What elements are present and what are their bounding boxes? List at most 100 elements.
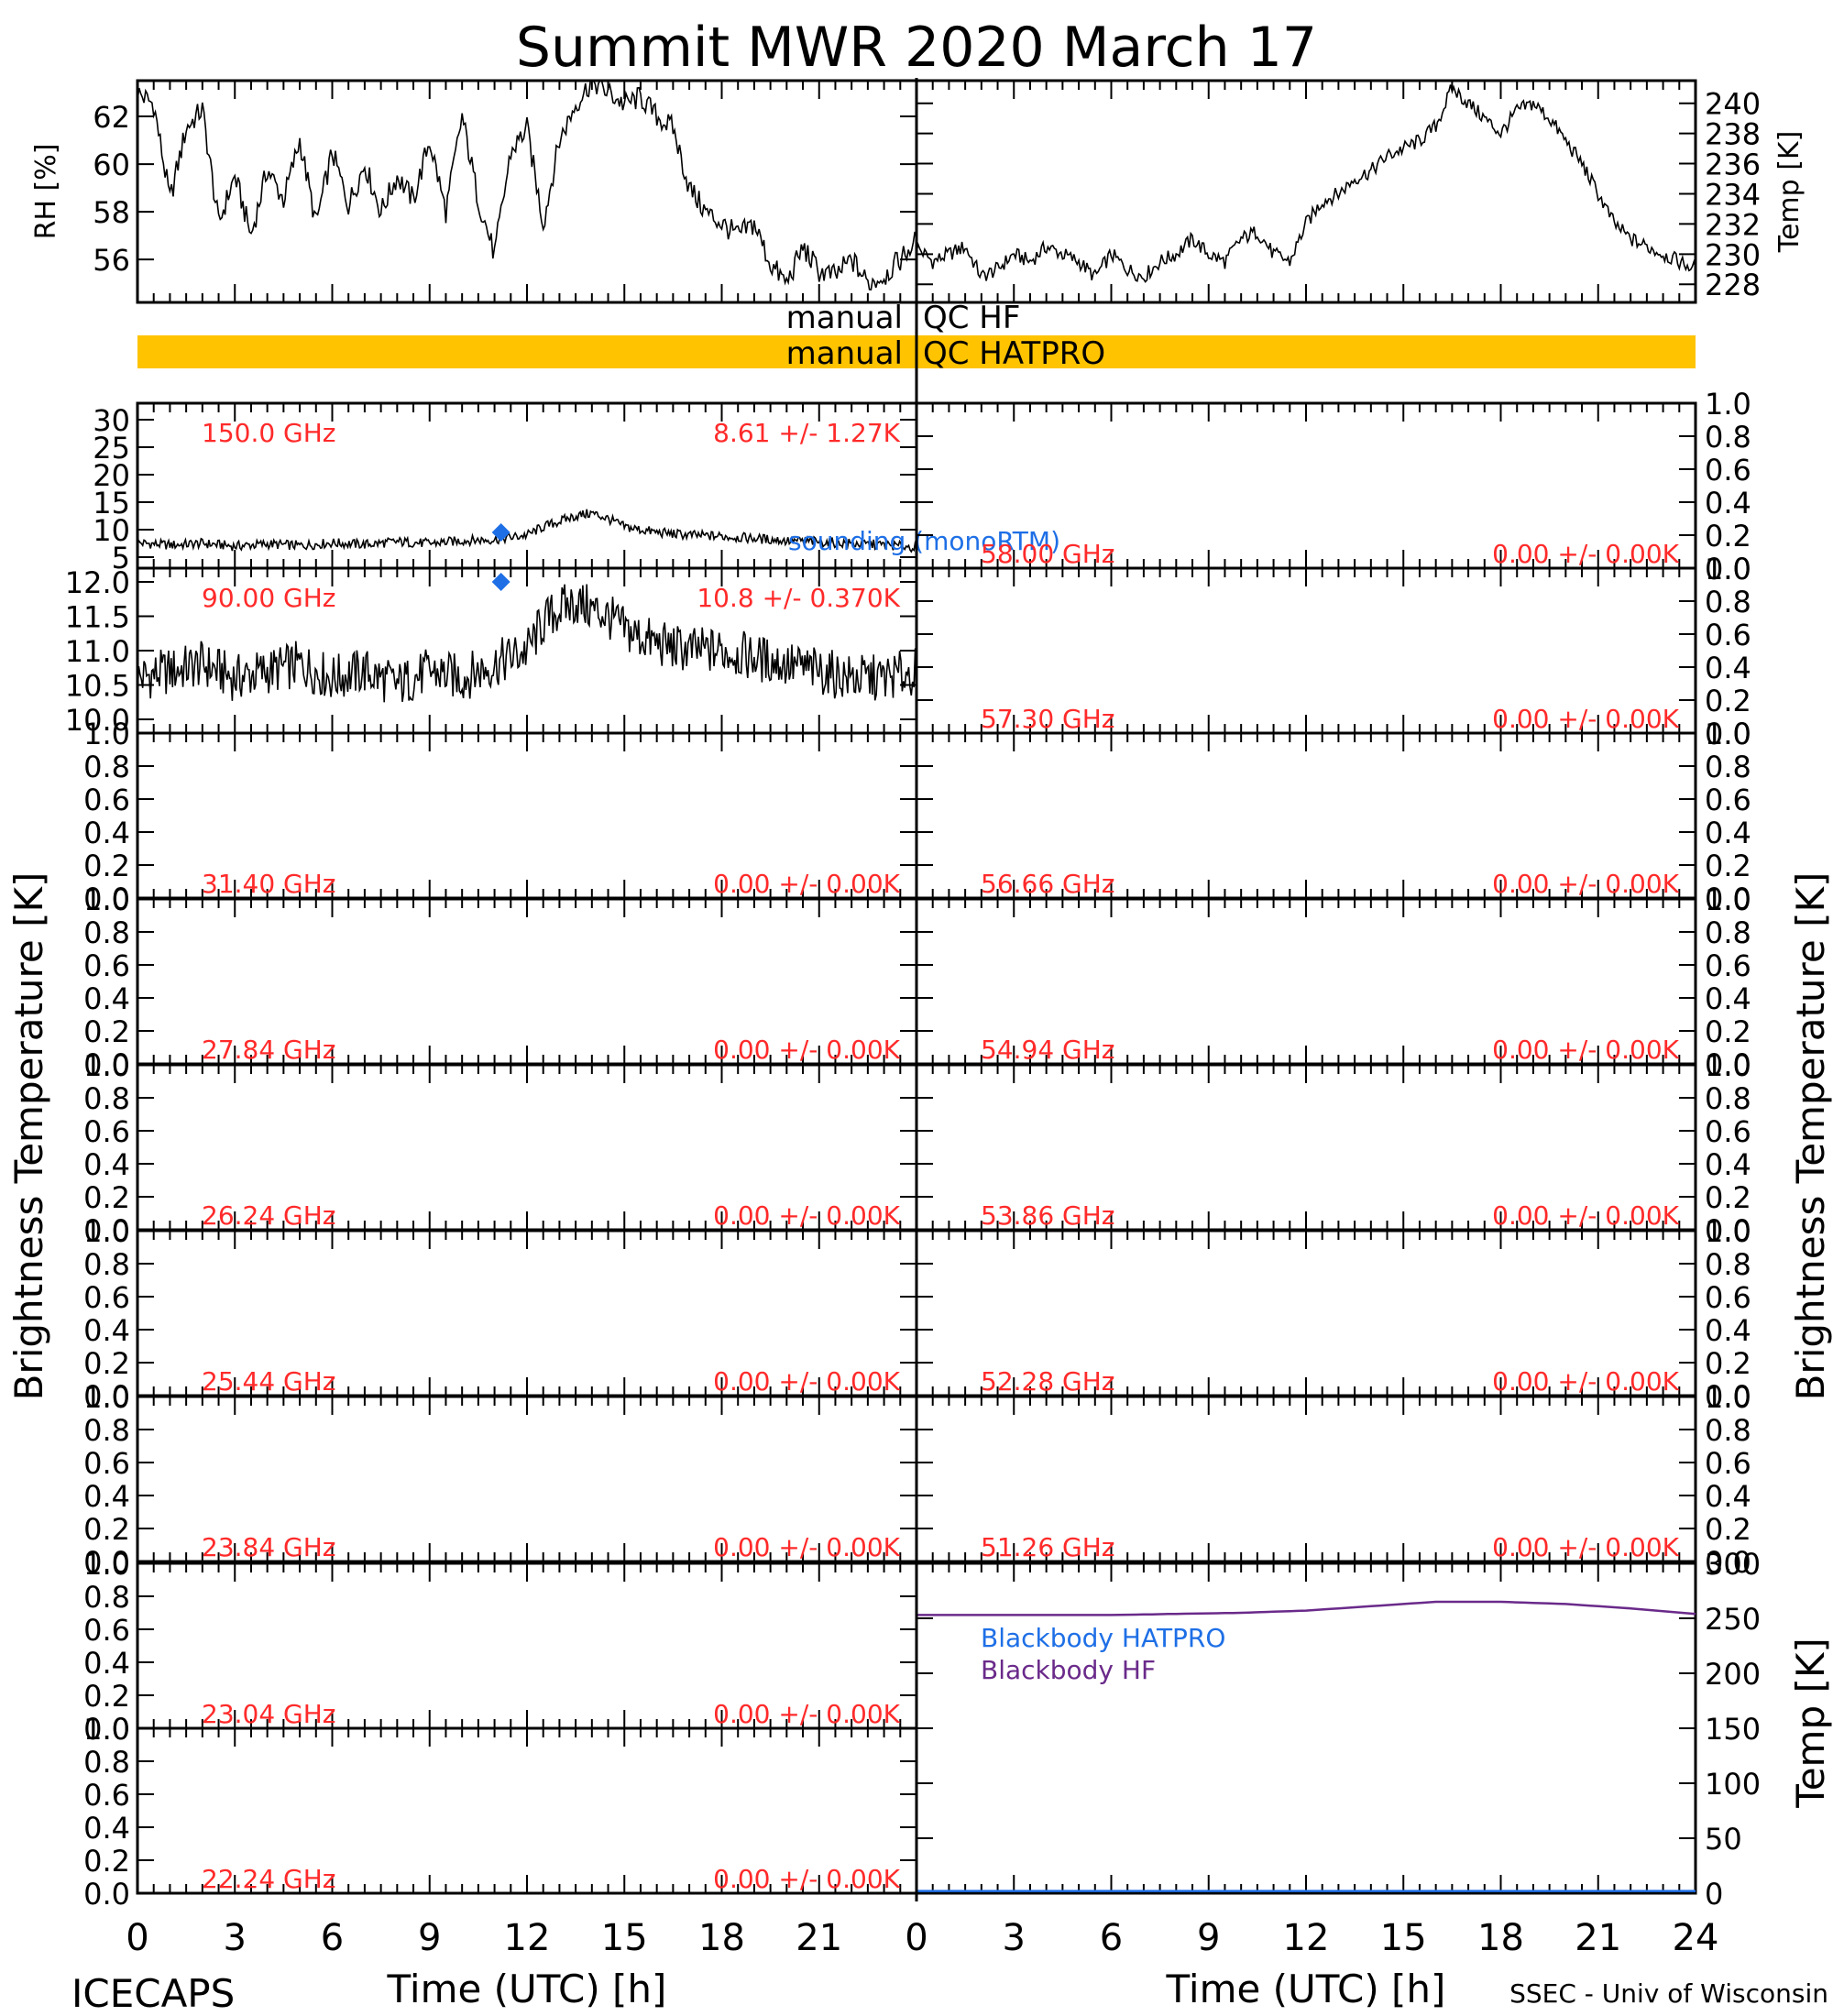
x-tick-label: 3 xyxy=(224,1917,247,1959)
x-tick-label: 6 xyxy=(321,1917,344,1959)
panel-ch5666: 0.00.20.40.60.81.056.66 GHz 0.00 +/- 0.00… xyxy=(915,717,1751,916)
y-tick-label: 1.0 xyxy=(83,1048,130,1083)
y-tick-label: 0.0 xyxy=(1705,1545,1751,1580)
frequency-label: 31.40 GHz xyxy=(202,869,336,899)
sounding-marker xyxy=(491,523,510,542)
frequency-label: 58.00 GHz xyxy=(981,539,1115,569)
panel-ch5494: 0.00.20.40.60.81.054.94 GHz 0.00 +/- 0.00… xyxy=(915,882,1751,1082)
sounding-legend: sounding (monoRTM) xyxy=(788,526,1060,556)
y-tick-label: 1.0 xyxy=(1705,552,1751,586)
y-tick-label: 0.8 xyxy=(83,1413,130,1448)
y-tick-label: 10.5 xyxy=(65,669,130,704)
frequency-label: 54.94 GHz xyxy=(981,1035,1115,1065)
y-tick-label: 228 xyxy=(1705,268,1761,302)
legend-blackbody-hf: Blackbody HF xyxy=(981,1655,1156,1685)
y-tick-label: 0.8 xyxy=(1705,750,1751,784)
y-tick-label: 0.8 xyxy=(83,1247,130,1282)
y-tick-label: 240 xyxy=(1705,87,1761,122)
stat-label: 0.00 +/- 0.00K xyxy=(713,1366,900,1397)
panel-ch2304: 0.00.20.40.60.81.023.04 GHz 0.00 +/- 0.00… xyxy=(83,1547,918,1747)
panel-ch5228: 0.00.20.40.60.81.052.28 GHz 0.00 +/- 0.00… xyxy=(915,1214,1751,1414)
stat-label: 0.00 +/- 0.00K xyxy=(1492,539,1679,569)
y-tick-label: 15 xyxy=(93,486,130,520)
y-tick-label: 1.0 xyxy=(83,1214,130,1249)
panel-ch2384: 0.00.20.40.60.81.023.84 GHz 0.00 +/- 0.00… xyxy=(83,1380,918,1580)
chart-title: Summit MWR 2020 March 17 xyxy=(516,16,1317,80)
footer-left: ICECAPS xyxy=(71,1971,235,2016)
frequency-label: 25.44 GHz xyxy=(202,1366,336,1397)
y-tick-label: 0.0 xyxy=(1705,1047,1751,1082)
y-tick-label: 0.4 xyxy=(83,1313,130,1348)
y-tick-label: 0.0 xyxy=(83,1047,130,1082)
y-tick-label: 230 xyxy=(1705,237,1761,272)
panel-frame xyxy=(136,79,918,304)
blackbody-ylabel: Temp [K] xyxy=(1788,1638,1833,1809)
y-tick-label: 5 xyxy=(112,541,130,575)
stat-label: 0.00 +/- 0.00K xyxy=(1492,1200,1679,1231)
panel-ch3140: 0.00.20.40.60.81.031.40 GHz 0.00 +/- 0.00… xyxy=(83,717,918,916)
y-tick-label: 0.6 xyxy=(1705,948,1751,983)
stat-label: 0.00 +/- 0.00K xyxy=(1492,1366,1679,1397)
x-tick-label: 9 xyxy=(418,1917,441,1959)
y-tick-label: 0.4 xyxy=(1705,981,1751,1016)
y-tick-label: 0.4 xyxy=(1705,816,1751,850)
x-tick-label: 18 xyxy=(1477,1917,1524,1959)
y-tick-label: 0.8 xyxy=(1705,1081,1751,1116)
y-tick-label: 238 xyxy=(1705,117,1761,152)
rh-ylabel: RH [%] xyxy=(30,144,62,240)
y-tick-label: 50 xyxy=(1705,1822,1742,1857)
y-tick-label: 60 xyxy=(93,148,130,182)
y-tick-label: 0.6 xyxy=(83,1280,130,1315)
y-tick-label: 12.0 xyxy=(65,565,130,600)
y-tick-label: 0.6 xyxy=(83,783,130,817)
frequency-label: 23.84 GHz xyxy=(202,1532,336,1562)
stat-label: 0.00 +/- 0.00K xyxy=(713,1532,900,1562)
panel-rh: 56 58 60 62 RH [%] xyxy=(30,79,918,304)
y-tick-label: 100 xyxy=(1705,1767,1761,1802)
y-tick-label: 0.4 xyxy=(1705,1479,1751,1514)
frequency-label: 56.66 GHz xyxy=(981,869,1115,899)
y-tick-label: 0.8 xyxy=(83,1745,130,1780)
y-tick-label: 0.8 xyxy=(83,1081,130,1116)
y-tick-label: 0.2 xyxy=(83,1512,130,1547)
y-tick-label: 0.0 xyxy=(83,1379,130,1414)
y-tick-label: 0.0 xyxy=(1705,717,1751,751)
y-tick-label: 0.6 xyxy=(1705,1280,1751,1315)
y-tick-label: 236 xyxy=(1705,148,1761,182)
y-tick-label: 0.2 xyxy=(83,1844,130,1879)
panel-ch5126: 0.00.20.40.60.81.051.26 GHz 0.00 +/- 0.00… xyxy=(915,1380,1751,1580)
y-tick-label: 25 xyxy=(93,431,130,466)
y-tick-label: 62 xyxy=(93,100,130,135)
y-tick-label: 1.0 xyxy=(1705,882,1751,917)
y-tick-label: 0.2 xyxy=(83,1180,130,1215)
frequency-label: 150.0 GHz xyxy=(202,418,336,448)
y-tick-label: 0.8 xyxy=(1705,1413,1751,1448)
y-tick-label: 200 xyxy=(1705,1657,1761,1692)
y-tick-label: 1.0 xyxy=(83,1547,130,1582)
y-tick-label: 1.0 xyxy=(83,717,130,751)
qc-hatpro-right-label: QC HATPRO xyxy=(923,335,1105,372)
panel-ch2784: 0.00.20.40.60.81.027.84 GHz 0.00 +/- 0.00… xyxy=(83,882,918,1082)
y-tick-label: 234 xyxy=(1705,177,1761,212)
y-tick-label: 0.8 xyxy=(83,1580,130,1615)
stat-label: 0.00 +/- 0.00K xyxy=(713,1699,900,1729)
y-tick-label: 0.8 xyxy=(83,750,130,784)
panel-ch2224: 0.00.20.40.60.81.022.24 GHz 0.00 +/- 0.00… xyxy=(83,1712,918,1912)
y-tick-label: 58 xyxy=(93,195,130,230)
x-tick-label: 12 xyxy=(1283,1917,1330,1959)
y-tick-label: 0.6 xyxy=(83,1778,130,1813)
frequency-label: 53.86 GHz xyxy=(981,1200,1115,1231)
y-tick-label: 0.6 xyxy=(1705,453,1751,488)
panel-ch5730: 0.00.20.40.60.81.057.30 GHz 0.00 +/- 0.00… xyxy=(915,552,1751,751)
y-tick-label: 250 xyxy=(1705,1602,1761,1637)
stat-label: 0.00 +/- 0.00K xyxy=(1492,1532,1679,1562)
y-tick-label: 232 xyxy=(1705,207,1761,242)
y-tick-label: 0.0 xyxy=(83,1213,130,1248)
y-tick-label: 0.0 xyxy=(1705,1213,1751,1248)
y-tick-label: 0.8 xyxy=(1705,420,1751,455)
frequency-label: 52.28 GHz xyxy=(981,1366,1115,1397)
frequency-label: 22.24 GHz xyxy=(202,1864,336,1894)
